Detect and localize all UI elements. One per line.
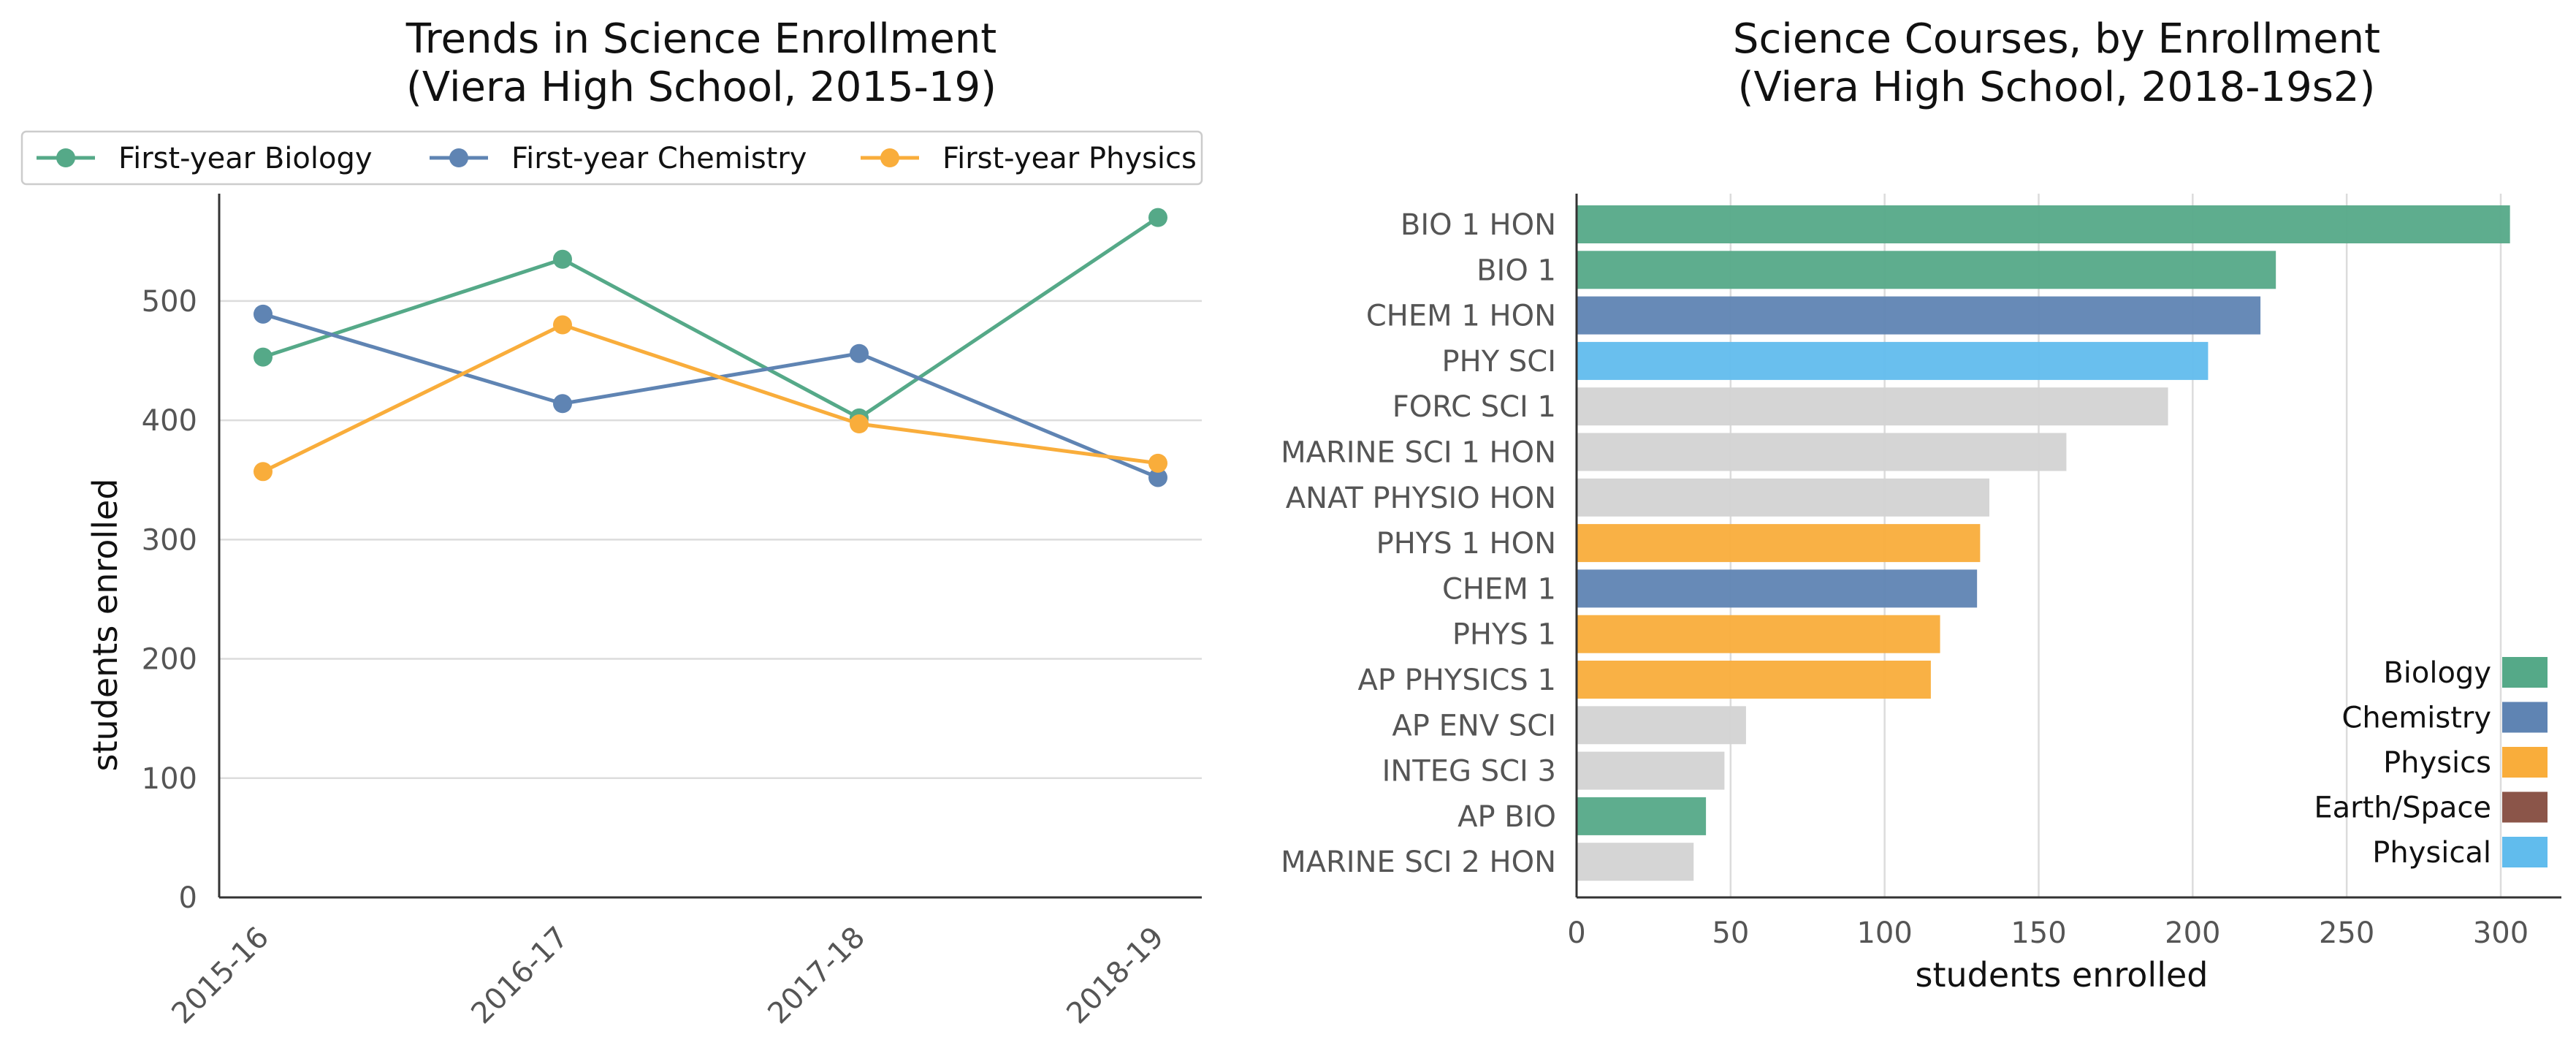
bar-chart-title-line1: Science Courses, by Enrollment <box>1733 15 2380 63</box>
bar-chart-legend: Biology Chemistry Physics Earth/Space Physic… <box>2314 656 2548 870</box>
bar <box>1577 797 1707 835</box>
legend-label: Biology <box>2383 656 2491 690</box>
bar-chart: Science Courses, by Enrollment (Viera Hi… <box>1281 15 2561 995</box>
line-chart-legend: First-year Biology First-year Chemistry Fi… <box>20 130 1203 186</box>
y-tick-label: 100 <box>142 762 197 796</box>
line-chart-title-line2: (Viera High School, 2015-19) <box>406 64 997 111</box>
series-line <box>262 216 1159 420</box>
category-label: AP ENV SCI <box>1392 709 1556 742</box>
data-point <box>553 315 572 335</box>
legend-marker <box>56 148 75 167</box>
category-label: CHEM 1 HON <box>1366 300 1556 333</box>
bar <box>1577 205 2510 243</box>
data-point <box>553 249 572 269</box>
bar <box>1577 661 1931 699</box>
data-point <box>254 462 273 482</box>
bar <box>1577 524 1981 563</box>
bar <box>1577 843 1694 881</box>
legend-swatch <box>2502 791 2548 823</box>
bar <box>1577 615 1940 653</box>
category-label: AP BIO <box>1457 800 1556 834</box>
bar <box>1577 706 1746 745</box>
line-chart: Trends in Science Enrollment (Viera High… <box>20 15 1203 1031</box>
legend-label: Earth/Space <box>2314 791 2491 825</box>
x-tick-label: 0 <box>1567 916 1585 950</box>
y-tick-label: 0 <box>179 881 197 915</box>
bar <box>1577 387 2168 426</box>
data-point <box>1148 468 1167 487</box>
series-line <box>262 322 1159 474</box>
bar <box>1577 251 2276 289</box>
bar <box>1577 296 2261 335</box>
category-label: AP PHYSICS 1 <box>1357 664 1556 697</box>
category-label: MARINE SCI 2 HON <box>1281 846 1556 879</box>
category-label: PHYS 1 <box>1452 618 1556 652</box>
bar <box>1577 569 1978 608</box>
legend-label: Physical <box>2372 836 2491 870</box>
category-label: BIO 1 <box>1476 254 1556 287</box>
series-line <box>262 312 1159 479</box>
legend-label: First-year Physics <box>942 142 1197 175</box>
x-tick-label: 200 <box>2165 916 2220 950</box>
line-chart-series <box>254 208 1167 487</box>
legend-label: Chemistry <box>2341 702 2491 735</box>
category-label: PHY SCI <box>1442 345 1556 379</box>
bar-chart-title-line2: (Viera High School, 2018-19s2) <box>1738 64 2376 111</box>
data-point <box>254 304 273 324</box>
category-label: ANAT PHYSIO HON <box>1286 482 1556 515</box>
data-point <box>850 343 869 363</box>
bar <box>1577 751 1725 790</box>
legend-swatch <box>2502 702 2548 733</box>
legend-swatch <box>2502 837 2548 867</box>
bar-chart-x-axis-label: students enrolled <box>1916 955 2209 995</box>
category-label: FORC SCI 1 <box>1392 390 1556 424</box>
x-tick-label: 50 <box>1712 916 1749 950</box>
legend-marker <box>880 148 899 167</box>
data-point <box>254 347 273 367</box>
legend-box <box>20 130 1203 186</box>
data-point <box>850 414 869 434</box>
bar-chart-axes: 0 50 100 150 200 250 300 BIO 1 HON BIO 1 CHEM 1 H… <box>1281 194 2561 950</box>
line-chart-title-line1: Trends in Science Enrollment <box>405 15 997 63</box>
x-tick-label: 2018-19 <box>1060 921 1170 1031</box>
line-chart-y-axis-label: students enrolled <box>85 479 125 772</box>
x-tick-label: 300 <box>2473 916 2529 950</box>
legend-label: First-year Biology <box>118 142 373 175</box>
x-tick-label: 2015-16 <box>165 921 275 1031</box>
legend-swatch <box>2502 657 2548 688</box>
x-tick-label: 250 <box>2319 916 2374 950</box>
y-tick-label: 200 <box>142 643 197 677</box>
x-tick-label: 2017-18 <box>761 921 872 1031</box>
legend-label: First-year Chemistry <box>511 142 807 175</box>
category-label: PHYS 1 HON <box>1376 527 1556 561</box>
y-tick-label: 500 <box>142 285 197 319</box>
legend-marker <box>449 148 468 167</box>
x-tick-label: 2016-17 <box>465 921 575 1031</box>
bar <box>1577 478 1990 517</box>
bar-chart-bars <box>1577 205 2510 881</box>
data-point <box>553 394 572 414</box>
x-tick-label: 100 <box>1856 916 1912 950</box>
line-chart-grid <box>219 300 1202 780</box>
legend-swatch <box>2502 747 2548 778</box>
category-label: CHEM 1 <box>1442 572 1556 606</box>
category-label: INTEG SCI 3 <box>1382 755 1556 789</box>
data-point <box>1148 208 1167 227</box>
y-tick-label: 300 <box>142 523 197 557</box>
category-label: BIO 1 HON <box>1401 208 1556 242</box>
bar <box>1577 341 2209 380</box>
data-point <box>1148 453 1167 473</box>
category-label: MARINE SCI 1 HON <box>1281 436 1556 470</box>
legend-label: Physics <box>2383 746 2491 780</box>
x-tick-label: 150 <box>2011 916 2066 950</box>
y-tick-label: 400 <box>142 404 197 438</box>
bar <box>1577 433 2067 471</box>
